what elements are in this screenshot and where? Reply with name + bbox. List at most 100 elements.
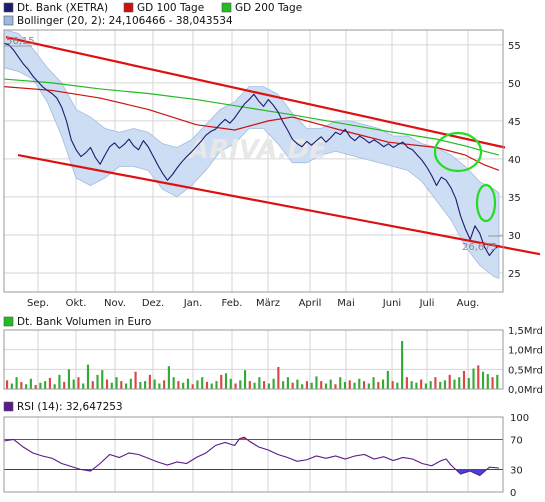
volume-bar <box>258 377 261 389</box>
x-tick-label: März <box>256 298 280 309</box>
volume-bar <box>267 383 270 389</box>
volume-bar <box>462 370 466 389</box>
volume-bar <box>382 379 385 389</box>
legend-swatch-1 <box>123 2 134 13</box>
volume-y-tick-label: 0,0Mrd <box>508 385 543 396</box>
volume-bar <box>315 376 318 389</box>
volume-bar <box>305 381 308 389</box>
volume-bar <box>472 368 475 389</box>
volume-bar <box>243 370 247 389</box>
volume-bar <box>448 374 451 389</box>
volume-bar <box>372 377 375 389</box>
volume-bar <box>105 379 109 389</box>
volume-bar <box>424 383 427 389</box>
volume-bar <box>263 381 266 389</box>
rsi-panel-frame <box>3 416 504 493</box>
volume-y-tick-label: 1,5Mrd <box>508 326 543 337</box>
volume-bar <box>443 380 447 389</box>
volume-bar <box>139 381 142 389</box>
volume-bar <box>39 382 42 389</box>
legend-bollinger-label-0: Bollinger (20, 2): 24,106466 - 38,043534 <box>17 15 233 27</box>
volume-bar <box>77 377 80 389</box>
volume-bar <box>339 377 342 389</box>
volume-bar <box>96 374 99 389</box>
volume-bar <box>134 371 137 389</box>
volume-bar <box>129 378 132 389</box>
volume-bar <box>277 366 280 389</box>
trend-line-upper <box>5 36 506 149</box>
volume-y-tick-label: 0,5Mrd <box>508 365 543 376</box>
legend-label-2: GD 200 Tage <box>235 2 302 14</box>
volume-bar <box>353 382 356 389</box>
volume-bar <box>229 378 232 389</box>
watermark: ARIVA.DE <box>187 135 327 165</box>
x-tick-label: Okt. <box>66 298 87 309</box>
highlight-ellipse <box>475 183 497 223</box>
volume-bar <box>429 381 432 389</box>
x-tick-label: Juli <box>419 298 435 309</box>
volume-bar <box>120 381 123 389</box>
volume-bar <box>329 379 332 389</box>
volume-bar <box>358 378 361 389</box>
volume-bar <box>153 379 156 389</box>
volume-bar <box>377 381 380 389</box>
volume-bar <box>186 378 190 389</box>
rsi-line <box>3 436 500 477</box>
x-tick-label: Mai <box>337 298 355 309</box>
low-label: 26,675 <box>462 242 497 253</box>
volume-bar <box>110 382 113 389</box>
volume-bar <box>239 380 242 389</box>
volume-bar <box>220 374 223 389</box>
highlight-ellipse <box>433 131 483 173</box>
volume-bar <box>144 381 147 389</box>
volume-bar <box>63 381 66 389</box>
volume-bar <box>158 383 161 389</box>
volume-bar <box>148 374 151 389</box>
volume-bar <box>496 374 499 389</box>
volume-panel-frame <box>3 329 504 390</box>
volume-bar <box>272 378 275 389</box>
volume-bar <box>453 379 456 389</box>
y-tick-label: 45 <box>508 117 521 128</box>
volume-bar <box>48 377 51 389</box>
volume-bar <box>201 377 204 389</box>
rsi-y-tick-label: 0 <box>510 488 516 499</box>
volume-bar <box>248 381 251 389</box>
volume-bar <box>362 381 366 389</box>
volume-bar <box>334 384 337 389</box>
volume-bar <box>215 381 218 389</box>
gd100-line <box>3 86 500 171</box>
legend-rsi-label-0: RSI (14): 32,647253 <box>17 401 123 413</box>
volume-bar <box>115 377 118 389</box>
volume-bar <box>224 373 228 389</box>
volume-bar <box>296 379 299 389</box>
rsi-y-tick-label: 70 <box>510 436 523 447</box>
volume-bar <box>20 381 23 389</box>
volume-bar <box>253 382 256 389</box>
volume-bar <box>182 382 185 389</box>
x-tick-label: Feb. <box>222 298 243 309</box>
volume-bar <box>415 382 418 389</box>
legend-volume-label-0: Dt. Bank Volumen in Euro <box>17 316 151 328</box>
volume-bar <box>282 381 285 389</box>
volume-bar <box>196 380 199 389</box>
volume-bar <box>386 370 389 389</box>
x-tick-label: Aug. <box>457 298 480 309</box>
volume-bar <box>210 383 213 389</box>
volume-bar <box>34 385 37 389</box>
volume-bar <box>458 377 461 389</box>
volume-bar <box>72 379 75 389</box>
volume-bar <box>29 378 32 389</box>
volume-bar <box>439 381 442 389</box>
volume-bar <box>167 366 170 389</box>
gd200-line <box>3 78 500 156</box>
rsi-y-tick-label: 100 <box>510 413 529 424</box>
volume-bar <box>205 381 209 389</box>
legend-bollinger-swatch-0 <box>3 15 14 26</box>
volume-bar <box>320 381 323 389</box>
volume-bar <box>491 377 494 389</box>
high-label: 56,15 <box>6 36 35 47</box>
x-tick-label: Nov. <box>104 298 126 309</box>
volume-bar <box>410 381 413 389</box>
